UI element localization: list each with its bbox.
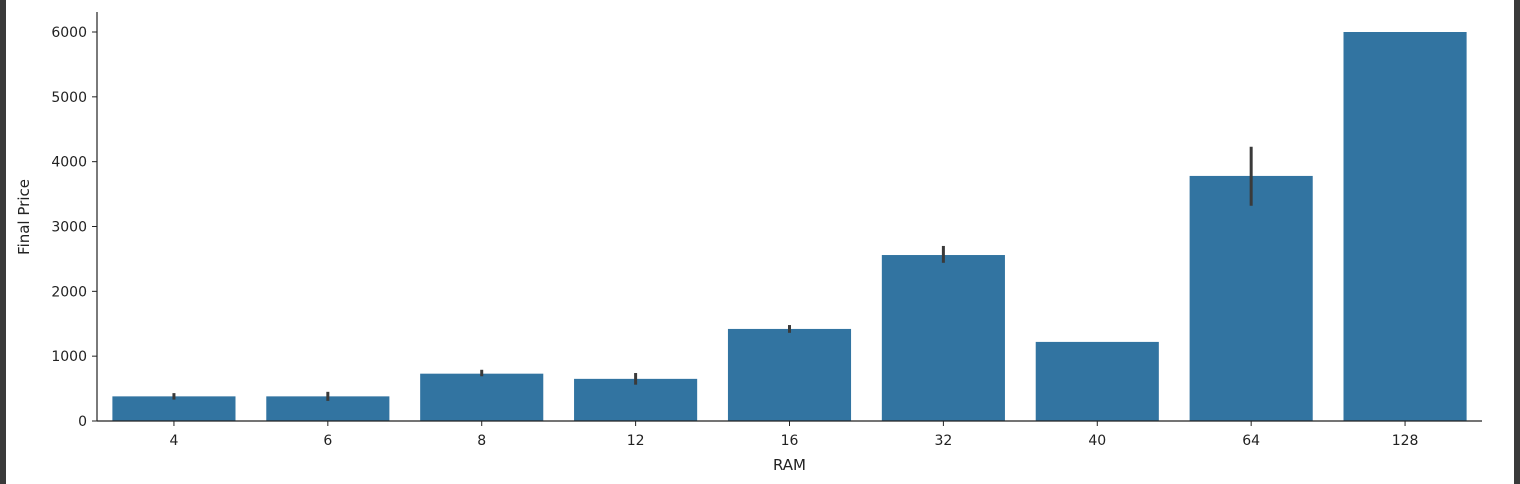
y-tick-label-6000: 6000: [51, 25, 87, 41]
y-tick-label-3000: 3000: [51, 220, 87, 236]
y-axis-label: Final Price: [15, 179, 33, 255]
error-bars-group: [172, 146, 1253, 401]
bar-16: [727, 328, 852, 421]
x-axis-label: RAM: [773, 456, 806, 474]
x-tick-label-12: 12: [627, 433, 645, 449]
y-axis-ticks: 0 1000 2000 3000 4000 5000 6000: [51, 25, 97, 430]
x-axis-ticks: 4 6 8 12 16 32 40 64 128: [169, 421, 1418, 449]
bar-32: [881, 255, 1005, 421]
x-tick-label-64: 64: [1242, 433, 1260, 449]
y-tick-label-4000: 4000: [51, 155, 87, 171]
bar-128: [1343, 32, 1467, 421]
x-tick-label-32: 32: [934, 433, 952, 449]
x-tick-label-4: 4: [169, 433, 178, 449]
x-tick-label-16: 16: [781, 433, 799, 449]
bar-8: [420, 373, 544, 421]
x-tick-label-6: 6: [323, 433, 332, 449]
bar-40: [1035, 341, 1159, 421]
bar-64: [1189, 175, 1313, 421]
x-tick-label-128: 128: [1392, 433, 1419, 449]
y-tick-label-5000: 5000: [51, 90, 87, 106]
y-tick-label-0: 0: [78, 414, 87, 430]
bar-12: [574, 378, 698, 421]
x-tick-label-8: 8: [477, 433, 486, 449]
y-tick-label-2000: 2000: [51, 284, 87, 300]
bars-group: [112, 32, 1467, 421]
bar-4: [112, 396, 236, 421]
y-tick-label-1000: 1000: [51, 349, 87, 365]
x-tick-label-40: 40: [1088, 433, 1106, 449]
